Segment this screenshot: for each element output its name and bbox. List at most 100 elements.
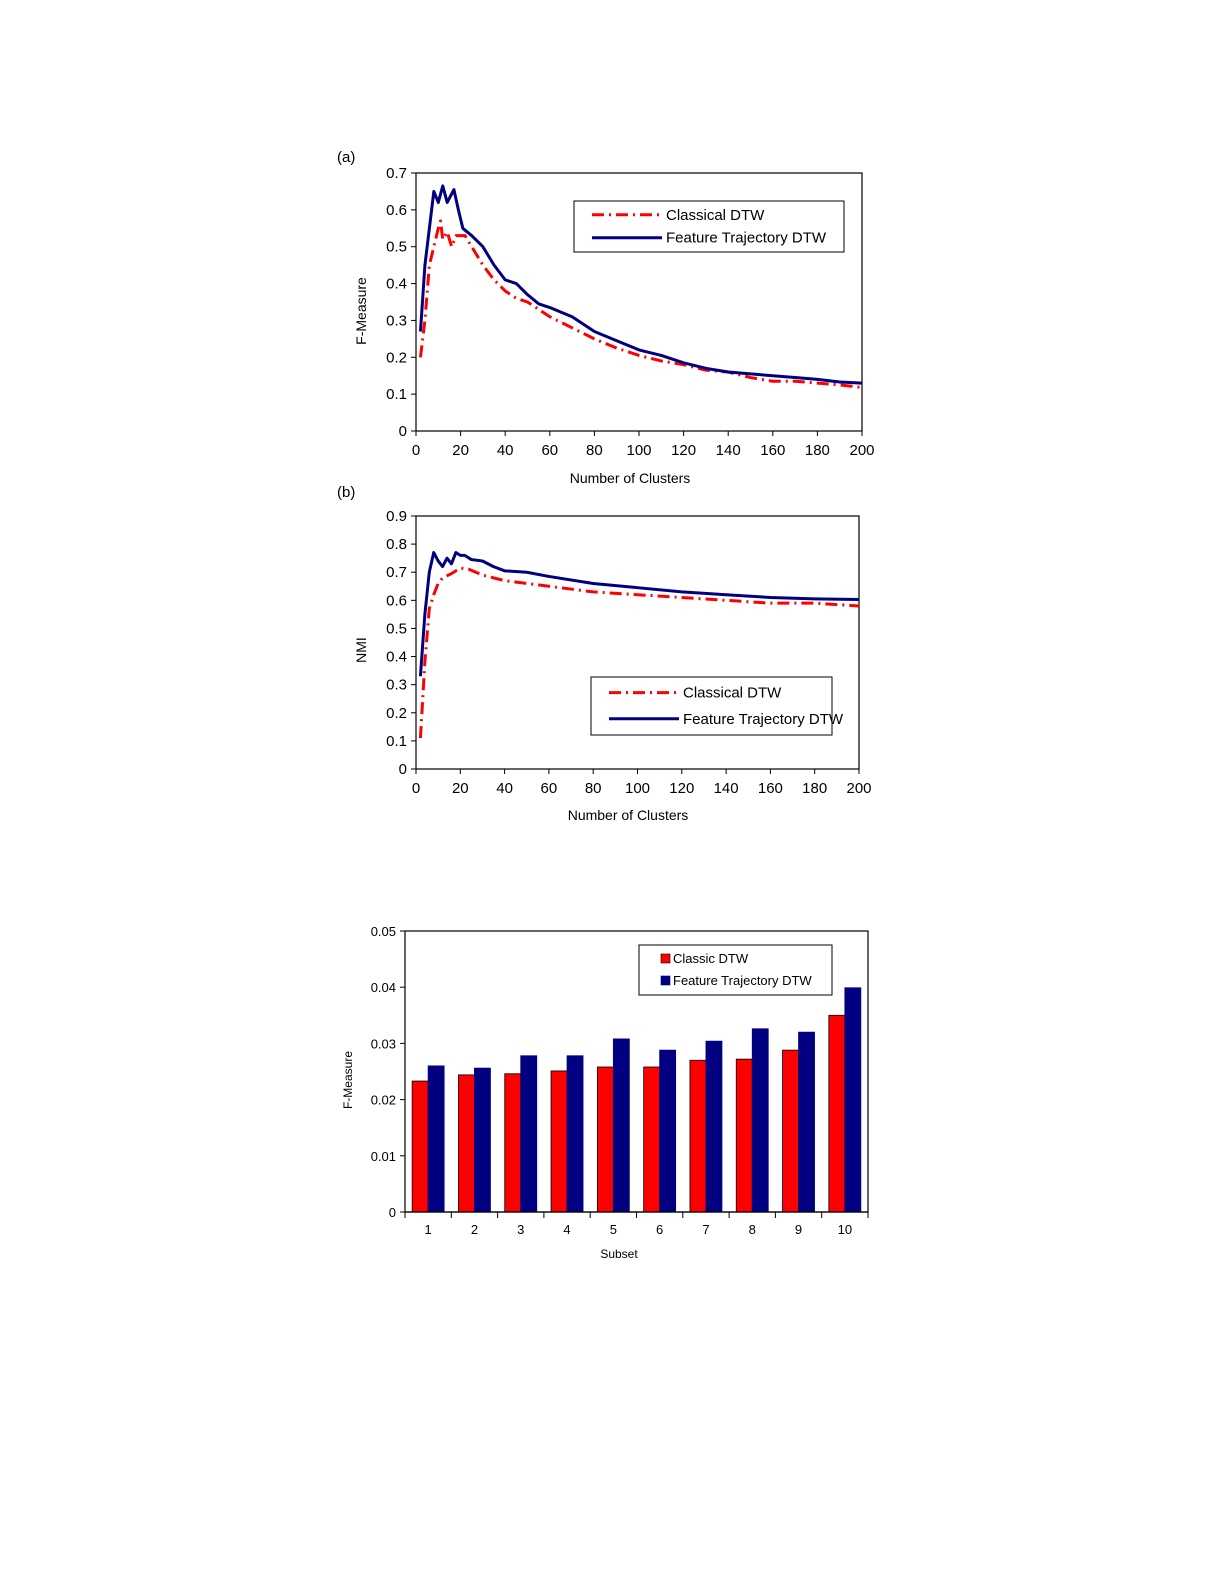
- x-tick-label: 10: [838, 1222, 852, 1237]
- bar-classic-1: [411, 1080, 429, 1213]
- legend-box: [638, 944, 833, 996]
- y-tick-label: 0.7: [386, 165, 407, 182]
- bar-classic-10: [828, 1014, 846, 1213]
- x-tick-label: 60: [541, 780, 558, 797]
- legend-swatch-1: [660, 953, 671, 964]
- x-tick-label: 180: [802, 780, 827, 797]
- series-line-2: [418, 551, 860, 677]
- x-tick-label: 40: [497, 442, 514, 459]
- x-tick-label: 1: [425, 1222, 432, 1237]
- legend-swatch-2: [660, 975, 671, 986]
- legend-label-2: Feature Trajectory DTW: [666, 230, 827, 247]
- x-axis-label: Number of Clusters: [570, 470, 691, 486]
- y-tick-label: 0.5: [386, 239, 407, 256]
- y-tick-label: 0.3: [386, 677, 407, 694]
- x-tick-label: 160: [758, 780, 783, 797]
- x-tick-label: 20: [452, 442, 469, 459]
- x-tick-label: 100: [625, 780, 650, 797]
- chart-1: (a) Number of Clusters F-Measure 0 0.1 0.2 0.3…: [337, 149, 875, 486]
- y-tick-label: 0: [389, 1205, 396, 1220]
- bar-classic-7: [689, 1059, 707, 1213]
- bar-classic-5: [596, 1066, 614, 1213]
- panel-label: (b): [337, 484, 355, 501]
- x-tick-label: 100: [626, 442, 651, 459]
- x-tick-label: 120: [671, 442, 696, 459]
- series-line-2: [418, 184, 863, 385]
- y-tick-label: 0.4: [386, 276, 407, 293]
- y-axis-label: F-Measure: [341, 1051, 355, 1109]
- y-tick-label: 0.03: [371, 1036, 396, 1051]
- chart-3: Subset F-Measure 0 0.01 0.02 0.03 0.04 0.05 1 2 3 4…: [341, 924, 869, 1261]
- x-tick-label: 60: [541, 442, 558, 459]
- y-tick-label: 0.05: [371, 924, 396, 939]
- bar-feature-10: [844, 987, 862, 1213]
- bar-classic-9: [782, 1049, 799, 1213]
- y-tick-label: 0.04: [371, 980, 396, 995]
- x-tick-label: 140: [716, 442, 741, 459]
- y-tick-label: 0.9: [386, 508, 407, 525]
- y-tick-label: 0.1: [386, 386, 407, 403]
- bar-feature-6: [659, 1049, 677, 1213]
- bar-classic-4: [550, 1070, 568, 1213]
- y-tick-label: 0.3: [386, 312, 407, 329]
- legend-label-2: Feature Trajectory DTW: [673, 973, 812, 988]
- x-tick-label: 7: [702, 1222, 709, 1237]
- x-tick-label: 140: [714, 780, 739, 797]
- series-line-1: [418, 566, 860, 739]
- x-tick-label: 0: [412, 442, 420, 459]
- x-tick-label: 6: [656, 1222, 663, 1237]
- bar-classic-2: [458, 1074, 475, 1213]
- legend-label-1: Classic DTW: [673, 951, 749, 966]
- x-tick-label: 2: [471, 1222, 478, 1237]
- y-tick-label: 0.6: [386, 592, 407, 609]
- x-tick-label: 0: [412, 780, 420, 797]
- x-tick-label: 5: [610, 1222, 617, 1237]
- y-tick-label: 0.4: [386, 649, 407, 666]
- x-tick-label: 3: [517, 1222, 524, 1237]
- legend-label-2: Feature Trajectory DTW: [683, 711, 844, 728]
- x-tick-label: 120: [669, 780, 694, 797]
- bar-feature-9: [798, 1031, 815, 1213]
- bar-classic-6: [643, 1066, 661, 1213]
- legend-box: [590, 676, 833, 736]
- x-axis-label: Number of Clusters: [568, 807, 689, 823]
- y-tick-label: 0.02: [371, 1093, 396, 1108]
- bar-classic-8: [735, 1058, 753, 1213]
- legend-box: [573, 200, 845, 253]
- bar-feature-8: [751, 1028, 769, 1213]
- x-tick-label: 4: [563, 1222, 570, 1237]
- x-tick-label: 160: [760, 442, 785, 459]
- legend-label-1: Classical DTW: [666, 207, 765, 224]
- y-tick-label: 0.6: [386, 202, 407, 219]
- bar-feature-1: [427, 1065, 445, 1213]
- y-tick-label: 0.2: [386, 349, 407, 366]
- bar-feature-3: [520, 1055, 538, 1213]
- bar-feature-2: [474, 1067, 491, 1213]
- y-tick-label: 0: [399, 761, 407, 778]
- x-tick-label: 200: [846, 780, 871, 797]
- bar-classic-3: [504, 1073, 522, 1213]
- x-tick-label: 20: [452, 780, 469, 797]
- y-tick-label: 0.2: [386, 705, 407, 722]
- x-tick-label: 9: [795, 1222, 802, 1237]
- x-tick-label: 8: [749, 1222, 756, 1237]
- bar-feature-5: [612, 1038, 630, 1213]
- y-axis-label: NMI: [353, 637, 369, 663]
- y-tick-label: 0.01: [371, 1149, 396, 1164]
- bar-feature-4: [566, 1055, 584, 1213]
- chart-2: (b) Number of Clusters NMI 0 0.1 0.2 0.3 0.4 0.5…: [337, 484, 872, 823]
- y-tick-label: 0.7: [386, 564, 407, 581]
- x-tick-label: 80: [585, 780, 602, 797]
- y-axis-label: F-Measure: [353, 277, 369, 345]
- panel-label: (a): [337, 149, 355, 166]
- legend-label-1: Classical DTW: [683, 685, 782, 702]
- x-tick-label: 200: [849, 442, 874, 459]
- y-tick-label: 0.8: [386, 536, 407, 553]
- x-tick-label: 180: [805, 442, 830, 459]
- series-line-1: [418, 219, 863, 389]
- y-tick-label: 0.1: [386, 733, 407, 750]
- x-tick-label: 80: [586, 442, 603, 459]
- x-axis-label: Subset: [600, 1247, 638, 1261]
- x-tick-label: 40: [496, 780, 513, 797]
